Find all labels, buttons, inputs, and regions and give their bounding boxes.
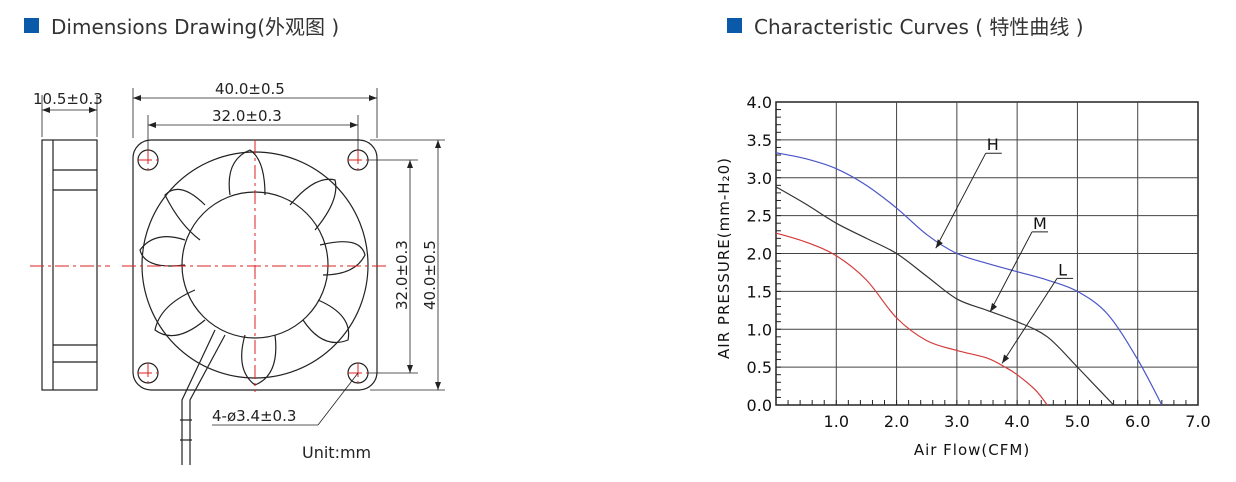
x-tick-label: 3.0 — [944, 412, 969, 431]
dim-hole-spacing-v: 32.0±0.3 — [393, 240, 411, 310]
y-tick-label: 1.5 — [747, 282, 772, 301]
title-square-icon — [727, 17, 742, 33]
callout-arrow-m — [990, 302, 998, 312]
callout-leader-h — [935, 152, 987, 249]
x-tick-label: 6.0 — [1125, 412, 1150, 431]
y-tick-label: 3.0 — [747, 169, 772, 188]
y-tick-label: 1.0 — [747, 320, 772, 339]
dimensions-title-text: Dimensions Drawing(外观图 ) — [51, 14, 340, 39]
x-tick-label: 7.0 — [1185, 412, 1210, 431]
x-tick-label: 4.0 — [1004, 412, 1029, 431]
fan-front-view — [132, 139, 378, 465]
series-line-h — [775, 152, 1163, 406]
callout-arrow-h — [935, 239, 943, 249]
chart-ticks: 1.0 2.0 3.0 4.0 5.0 6.0 7.0 0.0 0.5 1.0 1.5 2.0 2.5 3… — [747, 93, 1211, 431]
chart-callouts: H M L — [935, 135, 1074, 364]
y-tick-label: 2.5 — [747, 207, 772, 226]
x-tick-label: 1.0 — [824, 412, 849, 431]
y-tick-label: 0.5 — [747, 358, 772, 377]
dim-outer-width: 40.0±0.5 — [215, 80, 285, 98]
x-axis-label: Air Flow(CFM) — [914, 441, 1030, 459]
series-line-m — [775, 186, 1115, 406]
y-tick-label: 2.0 — [747, 245, 772, 264]
dim-outer-height: 40.0±0.5 — [421, 240, 439, 310]
callout-label-h: H — [987, 135, 999, 154]
y-tick-label: 0.0 — [747, 396, 772, 415]
callout-leader-m — [989, 231, 1033, 313]
chart-grid — [775, 101, 1199, 406]
x-tick-label: 5.0 — [1065, 412, 1090, 431]
x-tick-label: 2.0 — [884, 412, 909, 431]
curves-title: Characteristic Curves ( 特性曲线 ) — [727, 12, 1084, 39]
callout-label-l: L — [1058, 260, 1067, 279]
unit-label: Unit:mm — [302, 443, 371, 462]
fan-side-view — [41, 95, 98, 391]
y-axis-label: AIR PRESSURE(mm-H₂0) — [715, 157, 733, 359]
y-tick-label: 3.5 — [747, 131, 772, 150]
title-square-icon — [24, 17, 39, 33]
dim-hole-spacing-h: 32.0±0.3 — [212, 107, 282, 125]
dimensions-title: Dimensions Drawing(外观图 ) — [24, 12, 340, 39]
dim-holes: 4-ø3.4±0.3 — [212, 407, 296, 425]
callout-arrow-l — [1002, 354, 1010, 364]
y-tick-label: 4.0 — [747, 93, 772, 112]
chart-series — [775, 152, 1163, 406]
callout-label-m: M — [1033, 214, 1047, 233]
callout-leader-l — [1001, 278, 1058, 364]
series-line-l — [775, 232, 1048, 406]
dim-side-thickness: 10.5±0.3 — [33, 90, 103, 108]
curves-title-text: Characteristic Curves ( 特性曲线 ) — [754, 14, 1084, 39]
